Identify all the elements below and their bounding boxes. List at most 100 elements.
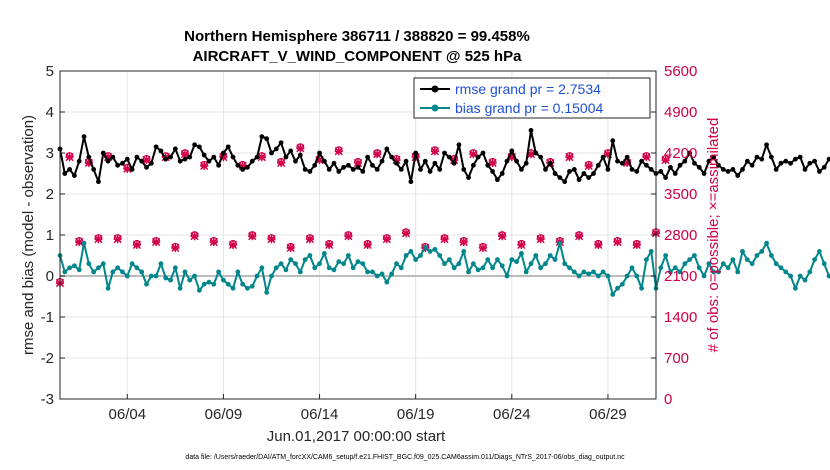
obs-assimilated-marker	[267, 235, 276, 244]
rmse-point	[422, 158, 428, 164]
rmse-point	[451, 160, 457, 166]
rmse-point	[514, 158, 520, 164]
bias-point	[581, 269, 587, 275]
obs-assimilated-marker	[209, 237, 218, 247]
obs-assimilated-marker	[459, 237, 468, 247]
bias-point	[773, 261, 779, 267]
bias-point	[216, 269, 222, 275]
obs-assimilated-marker	[123, 164, 132, 173]
rmse-point	[826, 156, 830, 162]
left-tick-label: 2	[46, 186, 54, 203]
rmse-point	[519, 167, 524, 172]
obs-assimilated-marker	[401, 229, 411, 238]
right-tick-label: 4200	[664, 145, 697, 162]
bias-point	[235, 269, 241, 275]
bias-point	[552, 257, 558, 262]
bias-point	[249, 283, 255, 289]
bias-point	[663, 253, 669, 258]
bias-point	[595, 273, 601, 279]
bias-point	[278, 261, 284, 267]
bias-point	[543, 261, 548, 267]
bias-point	[696, 265, 702, 271]
bias-point	[783, 269, 789, 275]
bias-point	[610, 292, 616, 297]
bias-point	[480, 265, 486, 271]
rmse-point	[365, 154, 371, 160]
rmse-point	[807, 160, 813, 166]
rmse-point	[370, 162, 375, 168]
rmse-point	[812, 158, 818, 164]
bias-point	[206, 279, 212, 285]
rmse-point	[639, 158, 644, 164]
right-axis-ticks: 0 700 1400 2100 2800 3500 4200 4900 5600	[651, 63, 697, 408]
bias-point	[716, 269, 721, 275]
obs-assimilated-marker	[478, 243, 488, 252]
x-tick-label: 06/04	[109, 406, 147, 423]
rmse-point	[72, 173, 77, 178]
rmse-point	[331, 160, 337, 166]
bias-point	[634, 273, 640, 279]
bias-point	[499, 263, 505, 269]
bias-point	[379, 271, 385, 277]
x-tick-label: 06/09	[205, 406, 243, 423]
rmse-point	[672, 171, 678, 176]
bias-point	[355, 259, 361, 265]
rmse-point	[682, 158, 688, 164]
rmse-point	[538, 154, 544, 160]
bias-point	[514, 259, 520, 265]
obs-assimilated-marker	[526, 150, 536, 159]
rmse-point	[427, 169, 433, 174]
rmse-point	[177, 158, 183, 164]
rmse-point	[139, 158, 145, 164]
bias-point	[624, 273, 630, 279]
bias-point	[187, 277, 193, 283]
bias-point	[374, 273, 380, 279]
rmse-point	[591, 171, 596, 176]
rmse-point	[134, 154, 140, 160]
obs-assimilated-marker	[536, 235, 545, 244]
rmse-point	[730, 167, 736, 172]
bias-point	[398, 265, 404, 271]
legend-box	[413, 77, 651, 119]
rmse-point	[768, 154, 774, 160]
rmse-point	[100, 150, 106, 156]
x-tick-label: 06/14	[301, 406, 339, 423]
rmse-point	[576, 177, 582, 183]
rmse-point	[490, 169, 495, 174]
left-tick-label: -1	[41, 309, 54, 326]
rmse-point	[187, 154, 193, 160]
rmse-point	[413, 150, 419, 156]
obs-assimilated-marker	[171, 243, 180, 252]
bias-point	[788, 273, 793, 279]
rmse-point	[389, 154, 395, 160]
bias-point	[677, 269, 683, 275]
rmse-point	[442, 150, 447, 156]
bias-point	[302, 257, 308, 262]
bias-point	[821, 261, 827, 267]
bias-point	[720, 261, 726, 267]
bias-point	[658, 265, 664, 271]
rmse-point	[764, 142, 769, 148]
legend-bias-marker	[431, 104, 439, 112]
bias-point	[196, 287, 202, 293]
rmse-point	[677, 162, 683, 168]
bias-point	[682, 261, 688, 267]
rmse-point	[259, 134, 265, 140]
bias-point	[201, 281, 207, 287]
bias-point	[230, 285, 236, 291]
bias-point	[494, 257, 500, 262]
rmse-point	[384, 146, 390, 152]
bias-point	[273, 265, 279, 271]
bias-point	[730, 257, 736, 262]
obs-assimilated-marker	[276, 158, 286, 168]
obs-assimilated-marker	[498, 232, 507, 241]
bias-point	[129, 261, 135, 267]
bias-point	[168, 277, 173, 283]
rmse-point	[701, 171, 707, 176]
bias-point	[153, 273, 159, 279]
bias-point	[466, 269, 471, 275]
bias-point	[817, 249, 822, 254]
bias-point	[567, 265, 572, 271]
bias-point	[86, 261, 92, 267]
